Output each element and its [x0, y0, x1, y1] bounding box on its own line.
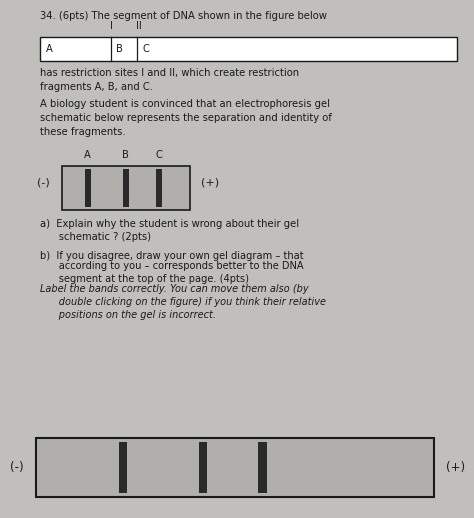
Text: A: A [46, 44, 53, 54]
Text: 34. (6pts) The segment of DNA shown in the figure below: 34. (6pts) The segment of DNA shown in t… [40, 11, 327, 21]
Bar [119, 442, 128, 493]
Text: I: I [110, 21, 113, 31]
Text: (-): (-) [37, 178, 50, 188]
Text: (+): (+) [201, 178, 219, 188]
Bar [62, 166, 190, 210]
Text: C: C [155, 150, 162, 160]
Bar [122, 169, 128, 207]
Text: A biology student is convinced that an electrophoresis gel
schematic below repre: A biology student is convinced that an e… [40, 99, 332, 137]
Bar [258, 442, 267, 493]
Text: II: II [137, 21, 142, 31]
Text: B: B [122, 150, 129, 160]
Text: according to you – corresponds better to the DNA
      segment at the top of the: according to you – corresponds better to… [40, 261, 304, 298]
Text: B: B [116, 44, 123, 54]
Text: has restriction sites I and II, which create restriction
fragments A, B, and C.: has restriction sites I and II, which cr… [40, 68, 300, 92]
Bar [36, 438, 434, 497]
Text: (+): (+) [446, 461, 465, 474]
Bar [84, 169, 91, 207]
Text: a)  Explain why the student is wrong about their gel
      schematic ? (2pts): a) Explain why the student is wrong abou… [40, 219, 300, 242]
Text: (-): (-) [10, 461, 24, 474]
Bar [199, 442, 207, 493]
Bar [155, 169, 162, 207]
Text: b)  If you disagree, draw your own gel diagram – that: b) If you disagree, draw your own gel di… [40, 251, 304, 261]
Text: A: A [84, 150, 91, 160]
Text: Label the bands correctly. You can move them also (by
      double clicking on t: Label the bands correctly. You can move … [40, 284, 326, 320]
Text: C: C [142, 44, 149, 54]
Bar [40, 37, 457, 61]
